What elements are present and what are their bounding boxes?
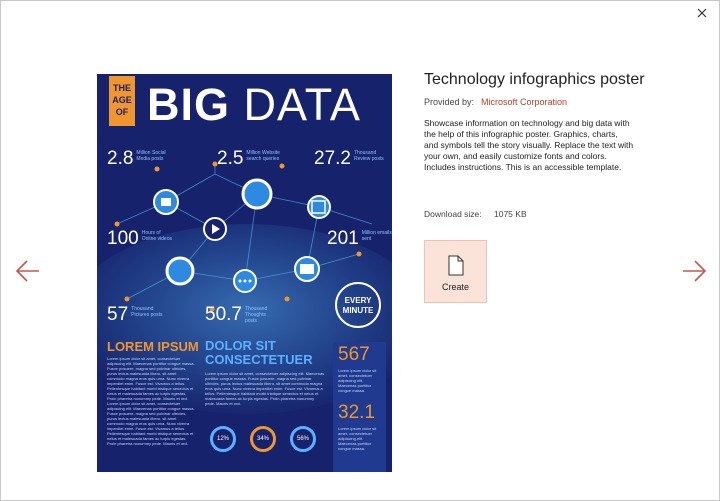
close-icon[interactable] <box>694 5 710 21</box>
every-minute-badge: EVERY MINUTE <box>335 282 381 328</box>
network-graphic <box>114 161 373 312</box>
side-text-1: Lorem ipsum dolor sit amet, consectetuer… <box>338 368 377 393</box>
ring-chart-1: 12% <box>210 426 236 452</box>
stat-thoughts-posts: 50.7 Thousand Thoughts posts <box>205 304 268 325</box>
template-title: Technology infographics poster <box>424 71 645 88</box>
download-size-value: 1075 KB <box>494 209 527 219</box>
stat-social-media: 2.8 Million Social Media posts <box>107 148 166 169</box>
arrow-right-icon[interactable] <box>681 259 707 283</box>
create-button-label: Create <box>441 282 469 292</box>
stat-review-posts: 27.2 Thousand Review posts <box>314 148 384 169</box>
stat-online-videos: 100 Hours of Online videos <box>107 228 172 249</box>
side-number-1: 567 <box>338 344 370 365</box>
side-number-2: 32.1 <box>338 402 375 423</box>
download-size-label: Download size: <box>424 209 482 219</box>
poster-headline: BIG DATA <box>147 79 361 130</box>
left-paragraph: Lorem ipsum dolor sit amet, consectetuer… <box>107 356 195 446</box>
template-description: Showcase information on technology and b… <box>424 118 634 172</box>
provided-by-label: Provided by: <box>424 97 475 107</box>
dolor-heading: DOLOR SIT CONSECTETUER <box>205 338 313 367</box>
stat-emails-sent: 201 Million emails sent <box>327 228 392 249</box>
stat-search-queries: 2.5 Million Website search queries <box>217 148 280 169</box>
age-of-badge: THE AGE OF <box>109 76 135 126</box>
create-button[interactable]: Create <box>424 240 487 303</box>
side-panel <box>333 342 386 472</box>
template-preview-image: THE AGE OF BIG DATA 2.8 Million Social Me… <box>97 74 392 472</box>
stat-pictures-posts: 57 Thousand Pictures posts <box>107 304 163 325</box>
lorem-heading: LOREM IPSUM <box>107 339 199 354</box>
ring-chart-2: 34% <box>250 426 276 452</box>
ring-chart-3: 56% <box>290 426 316 452</box>
side-text-2: Lorem ipsum dolor sit amet, consectetuer… <box>338 426 377 451</box>
middle-paragraph: Lorem ipsum dolor sit amet, consectetuer… <box>205 371 325 406</box>
document-icon <box>448 255 464 276</box>
arrow-left-icon[interactable] <box>15 259 41 283</box>
provider-name: Microsoft Corporation <box>481 97 568 107</box>
